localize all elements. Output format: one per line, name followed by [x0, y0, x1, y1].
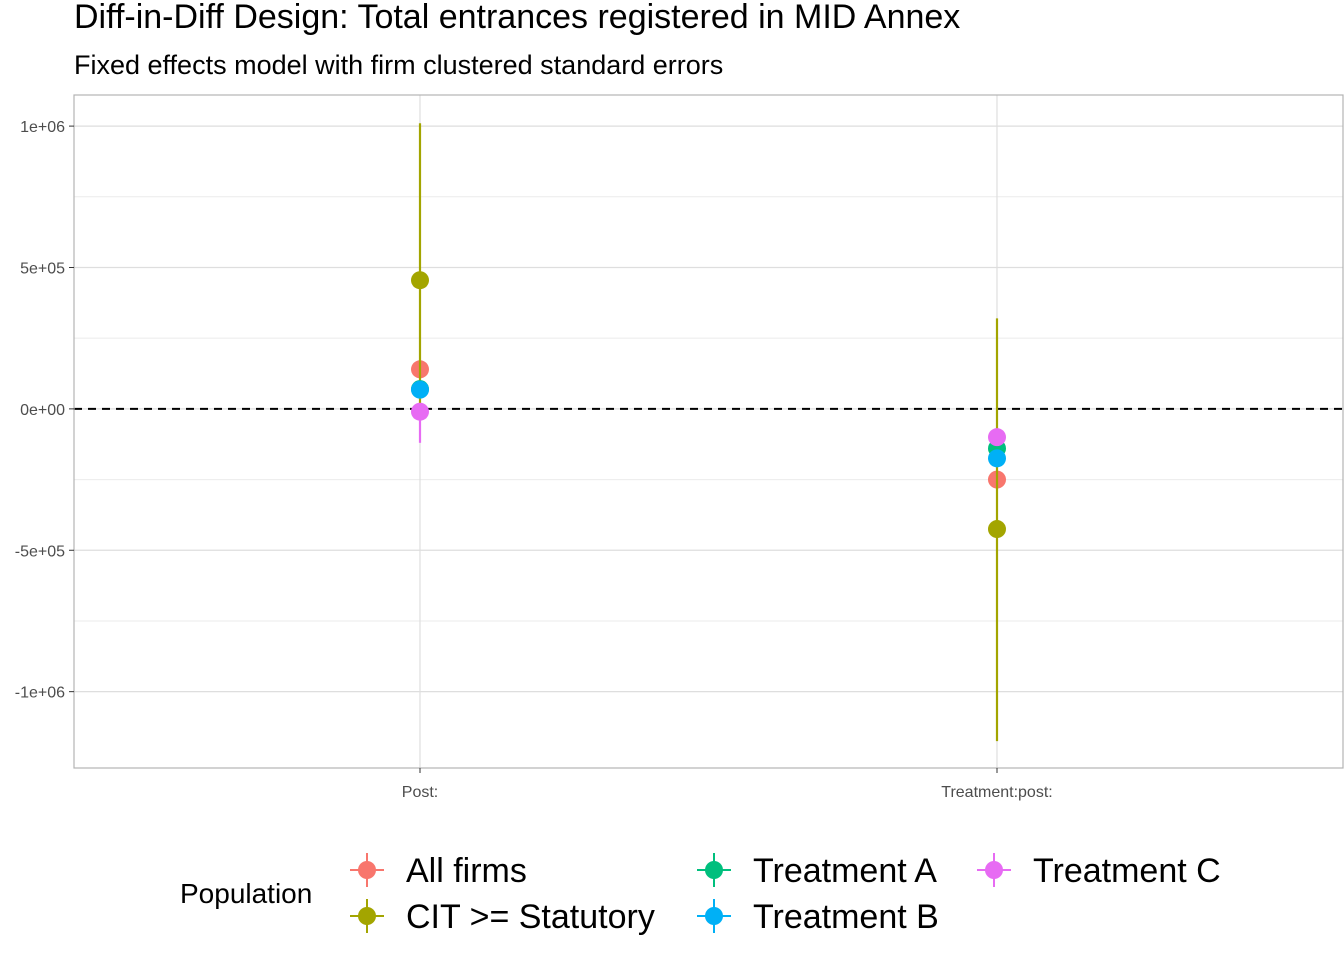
y-tick-label: -1e+06	[15, 685, 65, 702]
series-treatment-b	[411, 380, 1006, 468]
legend-key-dot	[358, 907, 376, 925]
data-point	[411, 271, 429, 290]
plot-border	[73, 94, 1344, 769]
data-marks	[411, 123, 1006, 742]
x-tick-label: Treatment:post:	[941, 784, 1052, 801]
x-tick-label: Post:	[402, 784, 438, 801]
legend: Population All firms CIT >= Statutory Trea…	[180, 852, 1221, 936]
data-point	[988, 428, 1006, 447]
y-tick-label: 0e+00	[20, 402, 65, 419]
legend-key-dot	[705, 907, 723, 925]
legend-item: Treatment B	[697, 898, 939, 936]
series-treatment-c	[411, 402, 1006, 447]
x-axis: Post: Treatment:post:	[402, 768, 1053, 801]
legend-item: CIT >= Statutory	[350, 898, 655, 936]
chart-title: Diff-in-Diff Design: Total entrances reg…	[74, 0, 960, 36]
y-tick-label: -5e+05	[15, 543, 65, 560]
series-cit-statutory	[411, 123, 1006, 742]
data-point	[988, 449, 1006, 468]
legend-label: All firms	[406, 852, 527, 890]
legend-label: Treatment A	[753, 852, 937, 890]
legend-key-dot	[985, 861, 1003, 879]
y-tick-label: 1e+06	[20, 119, 65, 136]
legend-title: Population	[180, 878, 312, 909]
legend-label: Treatment B	[753, 898, 939, 936]
legend-item: Treatment A	[697, 852, 937, 890]
y-tick-label: 5e+05	[20, 260, 65, 277]
plot-area	[73, 94, 1344, 769]
legend-key-dot	[358, 861, 376, 879]
data-point	[411, 380, 429, 399]
data-point	[411, 402, 429, 421]
legend-label: CIT >= Statutory	[406, 898, 655, 936]
data-point	[988, 520, 1006, 539]
legend-item: Treatment C	[977, 852, 1221, 890]
y-axis: 1e+06 5e+05 0e+00 -5e+05 -1e+06	[15, 119, 74, 702]
legend-key-dot	[705, 861, 723, 879]
legend-label: Treatment C	[1033, 852, 1221, 890]
legend-item: All firms	[350, 852, 527, 890]
chart-subtitle: Fixed effects model with firm clustered …	[74, 50, 723, 80]
plot-panel	[74, 95, 1343, 768]
